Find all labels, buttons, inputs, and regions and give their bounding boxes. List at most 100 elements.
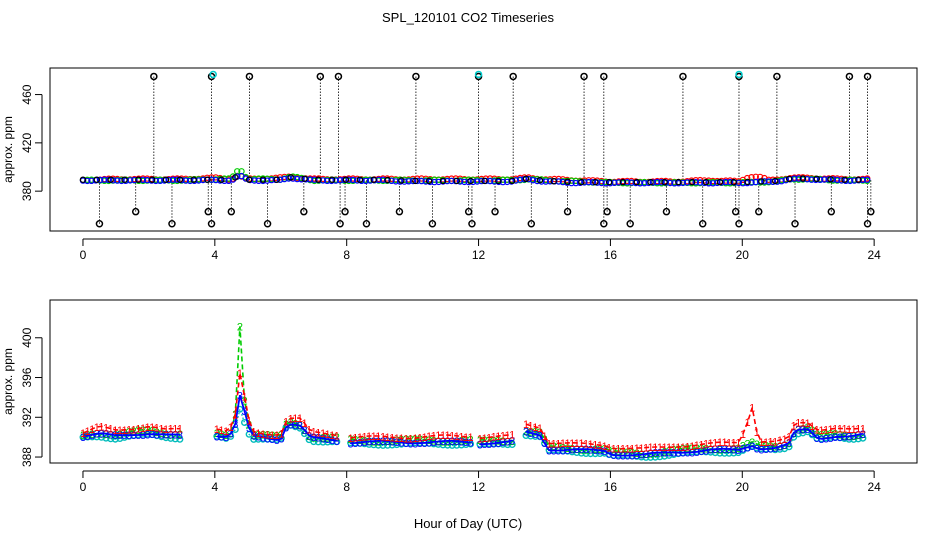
series-3-marker: 3 [463,437,469,449]
series-2-marker: 2 [698,443,704,455]
series-2-marker: 2 [620,446,626,458]
series-2-marker: 2 [426,435,432,447]
series-3-marker: 3 [325,434,331,446]
series-3-point [829,176,837,183]
series-3-marker: 3 [131,430,137,442]
series-1-marker: 1 [172,424,178,436]
series-1-marker: 1 [791,421,797,433]
series-1-marker: 1 [523,419,529,431]
series-2-marker: 2 [398,434,404,446]
series-1-marker: 1 [421,432,427,444]
series-4-marker [153,432,161,440]
series-3-marker: 3 [643,449,649,461]
series-2-marker: 2 [611,446,617,458]
x-tick-label: 24 [867,248,881,262]
series-1-marker: 1 [98,421,104,433]
series-3-marker: 3 [597,445,603,457]
series-3-point [255,177,262,184]
series-2-marker: 2 [781,440,787,452]
series-1-marker: 1 [532,422,538,434]
series-1-marker: 1 [772,436,778,448]
series-3-marker: 3 [481,439,487,451]
series-1-marker: 1 [505,430,511,442]
series-1-marker: 1 [435,430,441,442]
series-2-marker: 2 [818,430,824,442]
series-3-point [602,180,610,187]
series-1-marker: 1 [375,431,381,443]
series-black-point [135,176,142,183]
series-3-marker: 3 [301,425,307,437]
series-1-marker: 1 [477,433,483,445]
series-3-point [405,178,412,185]
series-1-marker: 1 [768,437,774,449]
series-1-marker: 1 [315,427,321,439]
series-1-marker: 1 [721,437,727,449]
series-3-marker: 3 [800,424,806,436]
series-3-marker: 3 [218,432,224,444]
series-3-marker: 3 [412,438,418,450]
series-4-marker [310,438,318,446]
series-1-marker: 1 [629,443,635,455]
series-3-point [366,177,374,184]
series-1-marker: 1 [606,442,612,454]
series-1-marker: 1 [121,425,127,437]
series-3-marker: 3 [648,448,654,460]
series-1-marker: 1 [126,425,132,437]
series-3-marker: 3 [745,442,751,454]
series-3-marker: 3 [814,433,820,445]
series-3-marker: 3 [569,445,575,457]
series-2-marker: 2 [749,437,755,449]
series-3-line [82,395,864,457]
series-1-marker: 1 [652,442,658,454]
series-2-marker: 2 [445,436,451,448]
series-2-marker: 2 [625,447,631,459]
series-1-marker: 1 [380,431,386,443]
y-axis: 380 420 460 approx. ppm [1,84,43,201]
series-3-marker: 3 [278,434,284,446]
x-tick-label: 12 [472,248,486,262]
series-1-marker: 1 [601,441,607,453]
plot-frame [49,67,918,232]
series-black-point [162,176,170,183]
series-2-marker: 2 [168,429,174,441]
series-4-marker [102,434,110,442]
series-2-marker: 2 [805,422,811,434]
spike-point-low [168,220,176,228]
series-2-marker: 2 [763,441,769,453]
series-3-marker: 3 [615,451,621,463]
series-1-marker: 1 [149,422,155,434]
series-2-marker: 2 [768,441,774,453]
series-3-marker: 3 [269,434,275,446]
spike-point-low [662,207,671,216]
series-1-marker: 1 [555,438,561,450]
series-3-marker: 3 [795,425,801,437]
series-black-point [509,177,516,184]
series-black-point [702,178,710,186]
series-3-marker: 3 [394,437,400,449]
series-4-marker [582,450,590,458]
series-3-marker: 3 [306,430,312,442]
spike-point-low [491,207,499,216]
series-4-marker [171,435,179,443]
series-black-point [93,176,101,183]
series-3-marker: 3 [620,451,626,463]
series-4-marker [647,453,655,461]
series-4-marker [854,435,862,443]
series-2-marker: 2 [786,438,792,450]
spike-point-low [341,207,349,216]
series-1-marker: 1 [657,442,663,454]
series-3-marker: 3 [177,430,183,442]
series-1-marker: 1 [223,426,229,438]
series-3-marker: 3 [675,448,681,460]
series-3-point [606,179,614,187]
series-3-point [294,175,301,183]
series-1-line [82,372,863,450]
series-3-point [525,175,532,183]
series-3-point [298,176,305,183]
spike-point-low [263,220,272,228]
series-1-marker: 1 [717,437,723,449]
series-3-point [598,179,605,187]
series-black-point [550,177,557,185]
series-black-point [370,176,377,183]
